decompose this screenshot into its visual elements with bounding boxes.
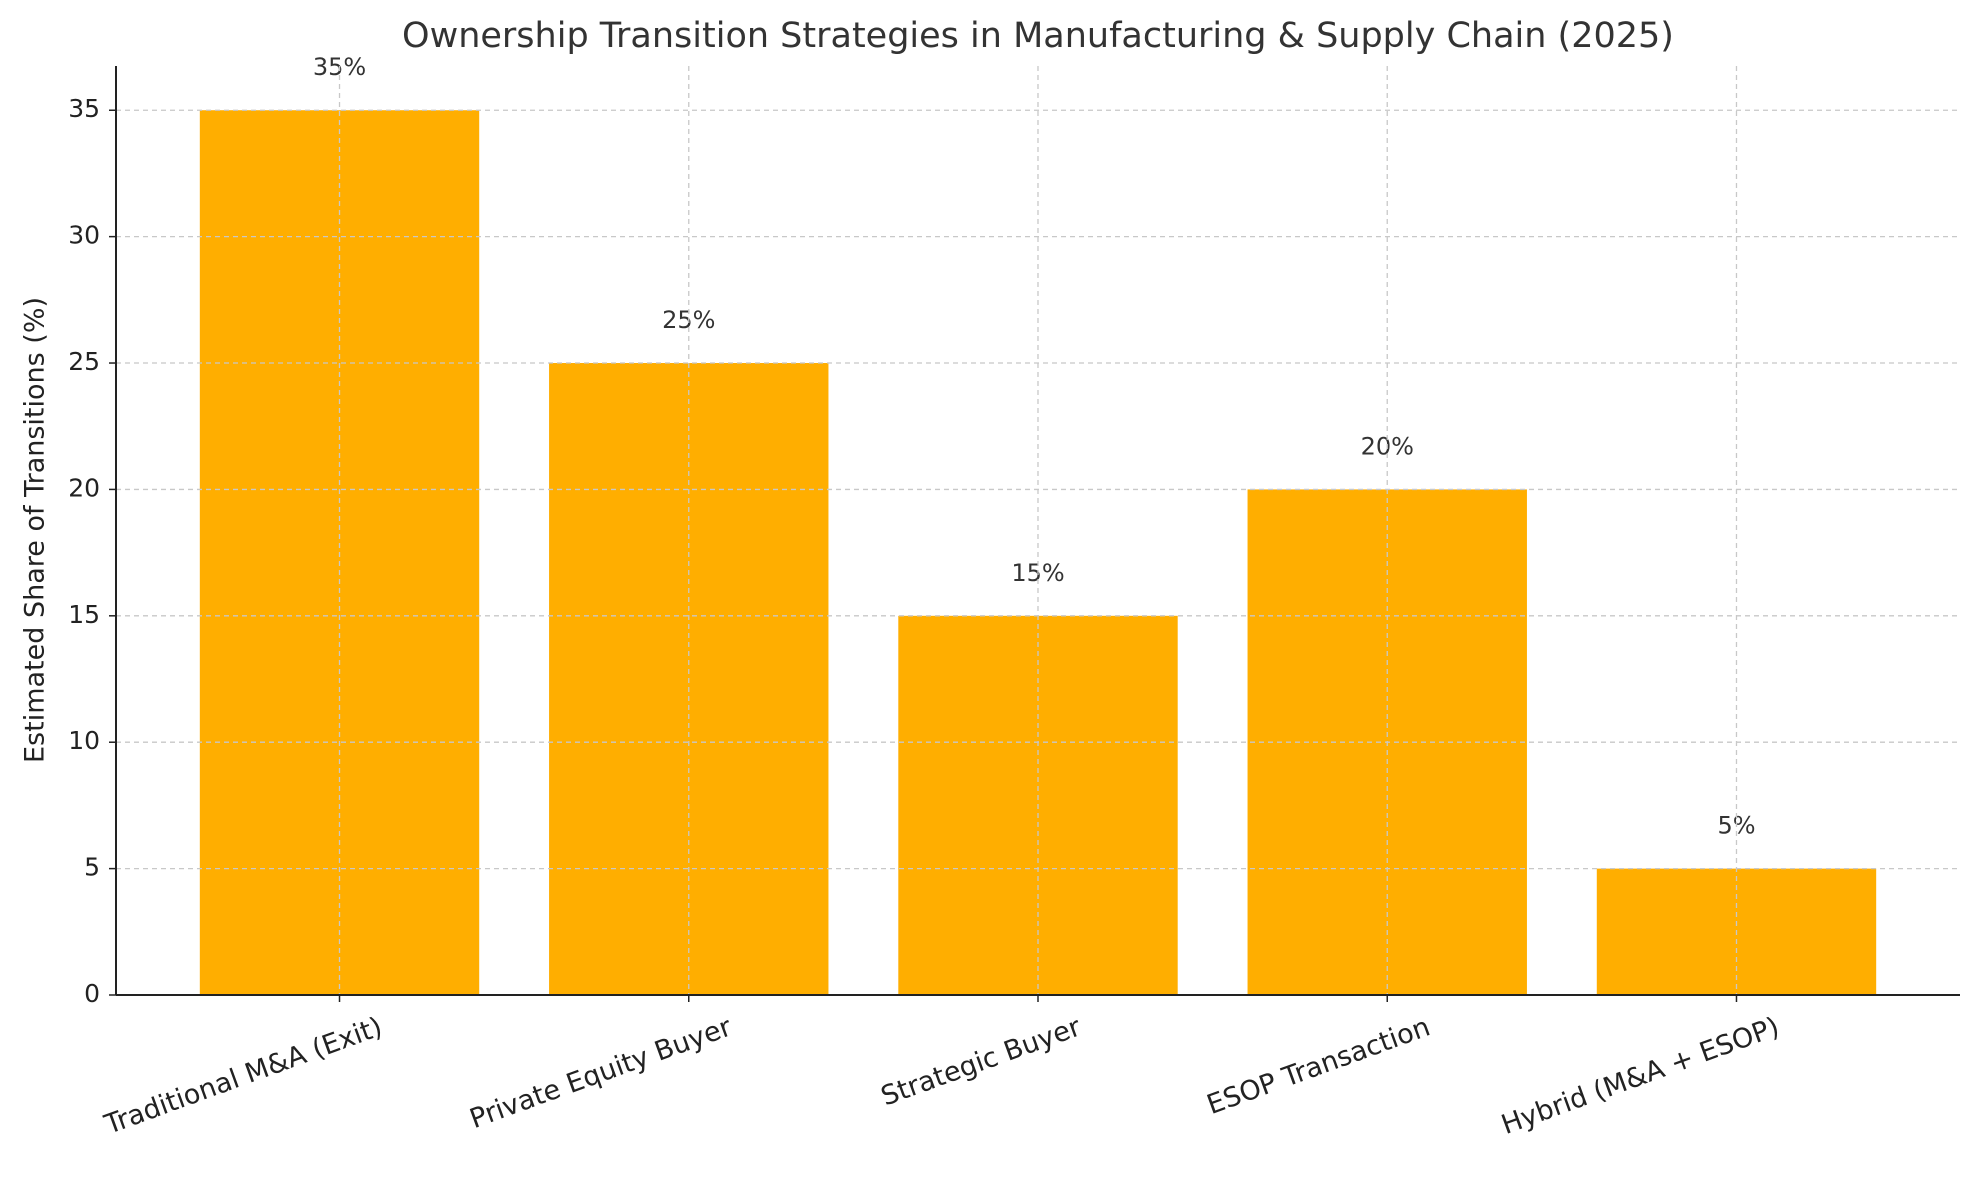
y-tick-label: 35 [68, 94, 100, 123]
y-tick-label: 25 [68, 347, 100, 376]
x-tick-label: Private Equity Buyer [466, 1011, 737, 1135]
y-tick-label: 20 [68, 473, 100, 502]
y-tick-label: 15 [68, 600, 100, 629]
x-tick-label: ESOP Transaction [1203, 1011, 1434, 1120]
y-tick-label: 0 [84, 979, 100, 1008]
y-tick-label: 30 [68, 221, 100, 250]
x-tick-label: Traditional M&A (Exit) [100, 1011, 387, 1141]
y-tick-label: 5 [84, 853, 100, 882]
grid [116, 66, 1960, 996]
chart-title: Ownership Transition Strategies in Manuf… [402, 16, 1674, 56]
x-tick-label: Hybrid (M&A + ESOP) [1497, 1011, 1783, 1140]
y-tick-label: 10 [68, 726, 100, 755]
x-tick-label: Strategic Buyer [877, 1011, 1086, 1112]
y-axis-label: Estimated Share of Transitions (%) [20, 297, 51, 763]
